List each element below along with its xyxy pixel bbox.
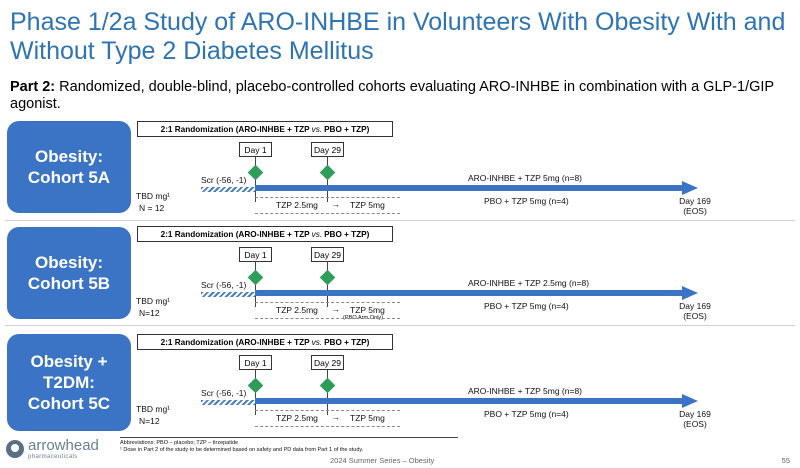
randomization-box: 2:1 Randomization (ARO-INHBE + TZP vs. PBO…: [137, 226, 393, 242]
cohort-size: N = 12: [139, 203, 165, 213]
tzp-end-dose: TZP 5mg: [350, 305, 385, 315]
titration-dashed-line: [255, 197, 400, 198]
titration-dashed-line: [255, 213, 400, 214]
dose-label: TBD mg¹: [136, 404, 170, 414]
subtitle-text: Randomized, double-blind, placebo-contro…: [10, 79, 774, 112]
tzp-start-dose: TZP 2.5mg: [276, 200, 318, 210]
footnote-divider: [120, 437, 458, 438]
timeline-arrow-head: [682, 286, 698, 300]
cohort-size: N=12: [139, 308, 160, 318]
row-separator: [5, 220, 795, 221]
arrowhead-logo-icon: [6, 440, 24, 458]
diamond-icon: [247, 269, 264, 286]
diamond-icon: [319, 269, 336, 286]
day-29-box: Day 29: [311, 142, 344, 157]
logo-name: arrowhead: [28, 437, 99, 454]
timeline-arrow: [255, 398, 683, 404]
timeline-arrow: [255, 290, 683, 296]
randomization-placebo-arm: PBO + TZP): [324, 337, 370, 347]
page-number: 55: [781, 456, 790, 465]
screening-bar: [201, 187, 255, 192]
footnote-dose: ¹ Dose in Part 2 of the study to be dete…: [120, 447, 364, 453]
screening-window: Scr (-56, -1): [201, 175, 247, 185]
randomization-box: 2:1 Randomization (ARO-INHBE + TZP vs. PBO…: [137, 121, 393, 137]
end-day-label: Day 169: [679, 409, 711, 419]
screening-window: Scr (-56, -1): [201, 388, 247, 398]
tzp-end-dose: TZP 5mg: [350, 200, 385, 210]
tzp-start-dose: TZP 2.5mg: [276, 305, 318, 315]
screening-window: Scr (-56, -1): [201, 280, 247, 290]
placebo-arm-label: PBO + TZP 5mg (n=4): [484, 409, 569, 419]
day-29-box: Day 29: [311, 247, 344, 262]
end-of-study-label: (EOS): [683, 206, 707, 216]
row-separator: [5, 325, 795, 326]
randomization-vs: vs.: [311, 229, 323, 239]
tzp-start-dose: TZP 2.5mg: [276, 413, 318, 423]
timeline-arrow-head: [682, 394, 698, 408]
randomization-arms: 2:1 Randomization (ARO-INHBE + TZP: [160, 229, 310, 239]
screening-bar: [201, 400, 255, 405]
company-logo: arrowhead pharmaceuticals: [6, 438, 99, 460]
titration-arrow-icon: →: [331, 199, 340, 209]
footnote-abbreviations: Abbreviations: PBO – placebo; TZP – tirz…: [120, 440, 239, 446]
end-of-study-label: (EOS): [683, 419, 707, 429]
titration-arrow-icon: →: [331, 412, 340, 422]
page-subtitle: Part 2: Randomized, double-blind, placeb…: [10, 79, 790, 113]
diamond-icon: [247, 377, 264, 394]
titration-dashed-line: [255, 410, 400, 411]
randomization-vs: vs.: [311, 124, 323, 134]
page-title: Phase 1/2a Study of ARO-INHBE in Volunte…: [10, 8, 786, 65]
timeline-arrow: [255, 185, 683, 191]
timeline-arrow-head: [682, 181, 698, 195]
dose-label: TBD mg¹: [136, 191, 170, 201]
day-29-box: Day 29: [311, 355, 344, 370]
titration-dashed-line: [255, 302, 400, 303]
randomization-placebo-arm: PBO + TZP): [324, 229, 370, 239]
diamond-icon: [319, 377, 336, 394]
active-arm-label: ARO-INHBE + TZP 2.5mg (n=8): [468, 278, 590, 288]
tzp-end-dose: TZP 5mg: [350, 413, 385, 423]
active-arm-label: ARO-INHBE + TZP 5mg (n=8): [468, 386, 582, 396]
diamond-icon: [319, 164, 336, 181]
diamond-icon: [247, 164, 264, 181]
day-1-box: Day 1: [239, 247, 272, 262]
cohort-label: Obesity: Cohort 5B: [7, 227, 131, 319]
end-day-label: Day 169: [679, 196, 711, 206]
titration-dashed-line: [255, 426, 400, 427]
day-1-box: Day 1: [239, 142, 272, 157]
titration-arrow-icon: →: [331, 304, 340, 314]
placebo-arm-label: PBO + TZP 5mg (n=4): [484, 301, 569, 311]
end-of-study-label: (EOS): [683, 311, 707, 321]
subtitle-lead: Part 2:: [10, 79, 56, 95]
presentation-series: 2024 Summer Series – Obesity: [330, 456, 435, 465]
randomization-placebo-arm: PBO + TZP): [324, 124, 370, 134]
cohort-size: N=12: [139, 416, 160, 426]
end-day-label: Day 169: [679, 301, 711, 311]
randomization-arms: 2:1 Randomization (ARO-INHBE + TZP: [160, 337, 310, 347]
dose-label: TBD mg¹: [136, 296, 170, 306]
randomization-arms: 2:1 Randomization (ARO-INHBE + TZP: [160, 124, 310, 134]
cohort-label: Obesity: Cohort 5A: [7, 121, 131, 213]
titration-dashed-line: [255, 318, 400, 319]
randomization-box: 2:1 Randomization (ARO-INHBE + TZP vs. PBO…: [137, 334, 393, 350]
active-arm-label: ARO-INHBE + TZP 5mg (n=8): [468, 173, 582, 183]
day-1-box: Day 1: [239, 355, 272, 370]
placebo-arm-label: PBO + TZP 5mg (n=4): [484, 196, 569, 206]
logo-subtitle: pharmaceuticals: [28, 454, 78, 460]
screening-bar: [201, 292, 255, 297]
cohort-label: Obesity + T2DM: Cohort 5C: [7, 334, 131, 431]
randomization-vs: vs.: [311, 337, 323, 347]
